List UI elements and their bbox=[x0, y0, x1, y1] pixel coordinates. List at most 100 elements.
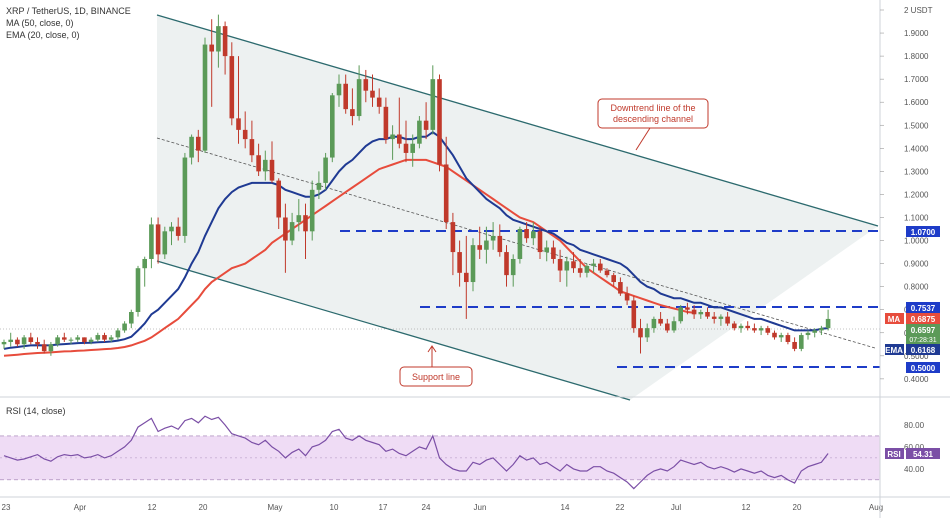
candle bbox=[651, 316, 657, 333]
candle bbox=[417, 116, 422, 149]
legend-ema[interactable]: EMA (20, close, 0) bbox=[6, 30, 80, 40]
candle-body bbox=[330, 95, 335, 158]
candle-body bbox=[15, 339, 20, 345]
price-tick-label: 1.2000 bbox=[904, 190, 929, 199]
rsi-tick-label: 60.00 bbox=[904, 443, 925, 452]
candle bbox=[370, 74, 375, 107]
candle-body bbox=[423, 120, 429, 130]
candle bbox=[155, 217, 161, 264]
candle bbox=[819, 325, 824, 336]
candle-body bbox=[263, 159, 268, 172]
candle bbox=[464, 235, 469, 319]
candle-body bbox=[537, 231, 543, 253]
rsi-axis[interactable]: 80.00 60.00 40.00 bbox=[904, 421, 925, 474]
candle bbox=[363, 69, 369, 103]
legend-symbol[interactable]: XRP / TetherUS, 1D, BINANCE bbox=[6, 6, 131, 16]
candle bbox=[376, 88, 382, 114]
candle-body bbox=[551, 247, 556, 259]
candle bbox=[457, 240, 462, 287]
support-callout-arrowhead bbox=[427, 345, 437, 353]
candle bbox=[631, 295, 637, 333]
candle bbox=[316, 171, 322, 200]
candle-body bbox=[303, 215, 308, 232]
candle-body bbox=[417, 120, 422, 144]
time-axis[interactable]: 23 Apr 12 20 May 10 17 24 Jun 14 22 Jul 12 20 Aug bbox=[2, 503, 884, 512]
ma50-line[interactable] bbox=[3, 158, 695, 357]
candle bbox=[537, 226, 543, 259]
candle bbox=[805, 330, 811, 340]
legend-ma[interactable]: MA (50, close, 0) bbox=[6, 18, 74, 28]
candle-body bbox=[82, 337, 87, 342]
candle-body bbox=[149, 224, 154, 259]
candle-body bbox=[624, 293, 630, 301]
candle bbox=[323, 152, 328, 190]
channel-lower-line[interactable] bbox=[156, 260, 631, 401]
candle-body bbox=[745, 325, 750, 329]
candle-body bbox=[390, 134, 395, 140]
candle bbox=[691, 305, 697, 319]
candle-body bbox=[638, 328, 643, 338]
candle-body bbox=[350, 109, 355, 117]
candle-body bbox=[490, 235, 496, 241]
candle-body bbox=[785, 335, 791, 342]
candle bbox=[356, 65, 362, 121]
candle-body bbox=[41, 344, 47, 352]
tag-support-low: 0.5000 bbox=[906, 362, 940, 373]
legend-rsi[interactable]: RSI (14, close) bbox=[6, 406, 66, 416]
price-tick-label: 0.8000 bbox=[904, 283, 929, 292]
candle bbox=[296, 199, 302, 232]
candle-body bbox=[403, 143, 409, 153]
channel-upper-line[interactable] bbox=[156, 14, 879, 227]
candle-body bbox=[108, 337, 114, 340]
candle-body bbox=[464, 272, 469, 283]
candle-body bbox=[55, 337, 60, 345]
candle bbox=[544, 240, 549, 262]
candle bbox=[497, 224, 503, 257]
tag-resistance-high: 1.0700 bbox=[906, 226, 940, 237]
candle-body bbox=[691, 309, 697, 315]
candle bbox=[283, 203, 288, 273]
candle-body bbox=[557, 258, 563, 271]
candle bbox=[725, 312, 730, 326]
candle bbox=[269, 141, 275, 183]
candle bbox=[35, 337, 40, 349]
candle bbox=[62, 332, 67, 342]
candle-body bbox=[410, 143, 415, 153]
candle bbox=[577, 258, 583, 278]
candle bbox=[624, 286, 630, 306]
ema20-line[interactable] bbox=[3, 130, 829, 350]
candle bbox=[236, 56, 241, 144]
candle-body bbox=[571, 261, 576, 269]
candle-body bbox=[309, 189, 315, 232]
candle-body bbox=[504, 252, 509, 276]
candle-body bbox=[370, 90, 375, 98]
candle bbox=[678, 305, 683, 324]
candle bbox=[443, 136, 449, 230]
candle bbox=[196, 129, 201, 163]
candle-body bbox=[48, 344, 54, 352]
candle-body bbox=[269, 159, 275, 181]
time-tick-label: 22 bbox=[616, 503, 625, 512]
candle bbox=[189, 134, 194, 165]
price-axis-background bbox=[880, 0, 950, 518]
candle bbox=[423, 102, 429, 140]
candle-body bbox=[524, 229, 529, 239]
candle-body bbox=[437, 79, 442, 165]
svg-text:1.0700: 1.0700 bbox=[911, 228, 936, 237]
candle bbox=[765, 325, 771, 336]
candle bbox=[825, 309, 831, 331]
candle-body bbox=[825, 318, 831, 329]
candle bbox=[430, 65, 436, 135]
rsi-tick-label: 40.00 bbox=[904, 465, 925, 474]
time-tick-label: Jul bbox=[671, 503, 681, 512]
price-tick-label: 1.1000 bbox=[904, 213, 929, 222]
rsi-line[interactable] bbox=[3, 415, 829, 490]
candle-body bbox=[631, 300, 637, 329]
candle-body bbox=[155, 224, 161, 255]
candle bbox=[336, 74, 342, 107]
price-tick-label: 0.9000 bbox=[904, 260, 929, 269]
candle bbox=[591, 258, 596, 273]
candle-body bbox=[685, 307, 690, 310]
candle-body bbox=[450, 222, 456, 253]
